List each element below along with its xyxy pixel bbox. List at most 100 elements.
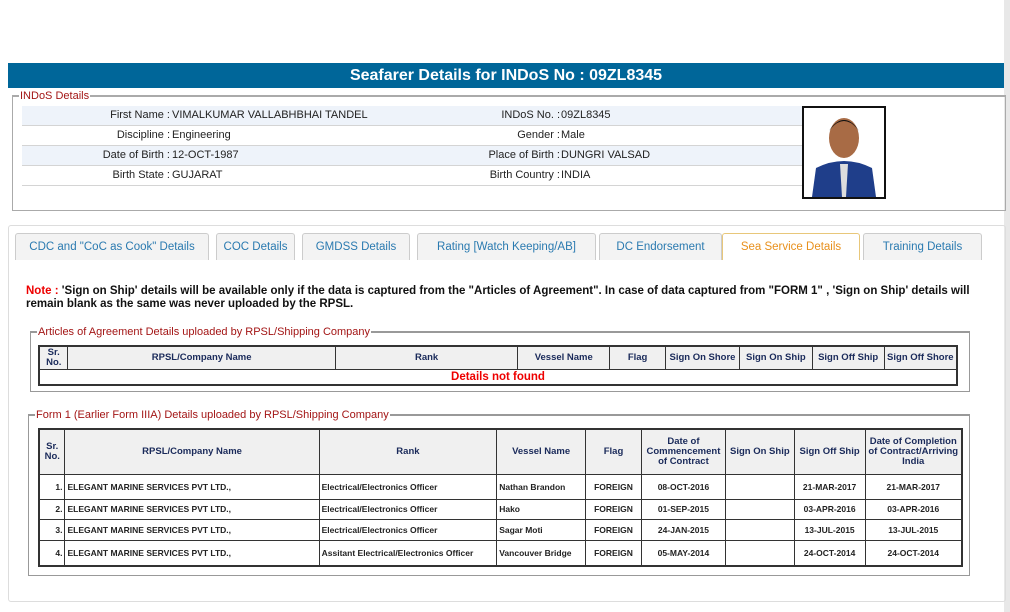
- field-label: Gender :: [517, 129, 560, 141]
- table-cell: Nathan Brandon: [496, 473, 587, 500]
- column-header: Sign Off Ship: [793, 428, 866, 475]
- column-header: Sign Off Ship: [811, 345, 885, 370]
- column-header: Vessel Name: [496, 428, 587, 475]
- field-label: Birth State :: [112, 169, 170, 181]
- table-row: 3. ELEGANT MARINE SERVICES PVT LTD., Elect…: [38, 518, 963, 541]
- field-value: Male: [561, 129, 585, 141]
- section-legend: Form 1 (Earlier Form IIIA) Details uploa…: [36, 409, 389, 421]
- note-text: Note : 'Sign on Ship' details will be av…: [26, 285, 976, 311]
- section-legend: INDoS Details: [20, 90, 90, 102]
- table-cell: 13-JUL-2015: [864, 518, 963, 541]
- empty-message: Details not found: [38, 368, 958, 386]
- field-value: VIMALKUMAR VALLABHBHAI TANDEL: [172, 109, 368, 121]
- table-cell: ELEGANT MARINE SERVICES PVT LTD.,: [64, 498, 320, 520]
- page-title: Seafarer Details for INDoS No : 09ZL8345: [8, 63, 1004, 88]
- note-label: Note :: [26, 285, 59, 297]
- column-header: Sign On Ship: [738, 345, 813, 370]
- field-label: Date of Birth :: [102, 149, 170, 161]
- table-row: 4. ELEGANT MARINE SERVICES PVT LTD., Assit…: [38, 539, 963, 567]
- table-cell: [724, 498, 795, 520]
- field-label: Birth Country :: [489, 169, 560, 181]
- table-cell: FOREIGN: [585, 473, 642, 500]
- column-header: Date of Commencement of Contract: [640, 428, 726, 475]
- column-header: Sign On Ship: [724, 428, 795, 475]
- tab-cdc-and-coc-as-cook-details[interactable]: CDC and "CoC as Cook" Details: [15, 233, 209, 260]
- column-header: Sign Off Shore: [883, 345, 958, 370]
- column-header: Sr. No.: [38, 428, 66, 475]
- table-cell: ELEGANT MARINE SERVICES PVT LTD.,: [64, 539, 320, 567]
- table-cell: 4.: [38, 539, 66, 567]
- table-row: 2. ELEGANT MARINE SERVICES PVT LTD., Elect…: [38, 498, 963, 520]
- field-value: INDIA: [561, 169, 591, 181]
- table-cell: Assitant Electrical/Electronics Officer: [318, 539, 498, 567]
- table-cell: FOREIGN: [585, 539, 642, 567]
- note-body: 'Sign on Ship' details will be available…: [26, 285, 970, 310]
- table-cell: 24-JAN-2015: [640, 518, 726, 541]
- tab-coc-details[interactable]: COC Details: [216, 233, 295, 260]
- table-cell: 21-MAR-2017: [793, 473, 866, 500]
- column-header: Rank: [318, 428, 498, 475]
- table-cell: 13-JUL-2015: [793, 518, 866, 541]
- section-legend: Articles of Agreement Details uploaded b…: [38, 326, 371, 338]
- table-cell: 24-OCT-2014: [793, 539, 866, 567]
- field-value: GUJARAT: [172, 169, 223, 181]
- indos-row: Date of Birth :12-OCT-1987 Place of Birth…: [22, 146, 802, 166]
- column-header: Rank: [334, 345, 519, 370]
- indos-row: Discipline : Engineering Gender : Male: [22, 126, 802, 146]
- table-cell: 08-OCT-2016: [640, 473, 726, 500]
- indos-row: First Name : VIMALKUMAR VALLABHBHAI TANDE…: [22, 106, 802, 126]
- table-cell: [724, 518, 795, 541]
- column-header: Sign On Shore: [665, 345, 740, 370]
- table-cell: Sagar Moti: [496, 518, 587, 541]
- column-header: Flag: [585, 428, 642, 475]
- articles-table: Sr. No. RPSL/Company Name Rank Vessel Name F…: [38, 345, 958, 386]
- table-cell: 2.: [38, 498, 66, 520]
- column-header: Date of Completion of Contract/Arriving …: [864, 428, 963, 475]
- table-cell: 1.: [38, 473, 66, 500]
- column-header: RPSL/Company Name: [67, 345, 336, 370]
- field-value: Engineering: [172, 129, 231, 141]
- table-cell: Vancouver Bridge: [496, 539, 587, 567]
- field-value: 12-OCT-1987: [172, 149, 239, 161]
- table-cell: 03-APR-2016: [864, 498, 963, 520]
- table-cell: ELEGANT MARINE SERVICES PVT LTD.,: [64, 518, 320, 541]
- table-cell: ELEGANT MARINE SERVICES PVT LTD.,: [64, 473, 320, 500]
- column-header: Sr. No.: [38, 345, 69, 370]
- table-cell: 24-OCT-2014: [864, 539, 963, 567]
- table-row: 1. ELEGANT MARINE SERVICES PVT LTD., Elect…: [38, 473, 963, 500]
- table-cell: 05-MAY-2014: [640, 539, 726, 567]
- field-label: Discipline :: [116, 129, 170, 141]
- seafarer-photo: [802, 106, 886, 199]
- table-cell: FOREIGN: [585, 518, 642, 541]
- scrollbar[interactable]: [1004, 0, 1010, 612]
- tab-dc-endorsement[interactable]: DC Endorsement: [599, 233, 722, 260]
- tab-rating-watch-keeping-ab[interactable]: Rating [Watch Keeping/AB]: [417, 233, 596, 260]
- details-panel: [8, 225, 1006, 602]
- field-value: DUNGRI VALSAD: [561, 149, 651, 161]
- column-header: RPSL/Company Name: [64, 428, 320, 475]
- table-cell: Electrical/Electronics Officer: [318, 518, 498, 541]
- table-cell: Electrical/Electronics Officer: [318, 498, 498, 520]
- table-cell: [724, 539, 795, 567]
- tab-sea-service-details[interactable]: Sea Service Details: [722, 233, 860, 260]
- form1-section: Form 1 (Earlier Form IIIA) Details uploa…: [28, 409, 970, 576]
- field-label: Place of Birth :: [488, 149, 560, 161]
- form1-table: Sr. No. RPSL/Company Name Rank Vessel Name F…: [38, 428, 963, 567]
- table-cell: 01-SEP-2015: [640, 498, 726, 520]
- tab-training-details[interactable]: Training Details: [863, 233, 982, 260]
- table-cell: 03-APR-2016: [793, 498, 866, 520]
- column-header: Vessel Name: [517, 345, 611, 370]
- indos-details-section: INDoS Details: [12, 90, 1006, 211]
- field-label: INDoS No. :: [501, 109, 560, 121]
- field-label: First Name :: [110, 109, 170, 121]
- table-cell: [724, 473, 795, 500]
- indos-row: Birth State : GUJARAT Birth Country : INDIA: [22, 166, 802, 186]
- table-cell: 3.: [38, 518, 66, 541]
- tab-gmdss-details[interactable]: GMDSS Details: [302, 233, 410, 260]
- field-value: 09ZL8345: [561, 109, 611, 121]
- table-cell: FOREIGN: [585, 498, 642, 520]
- table-cell: Hako: [496, 498, 587, 520]
- table-cell: 21-MAR-2017: [864, 473, 963, 500]
- articles-section: Articles of Agreement Details uploaded b…: [30, 326, 970, 392]
- table-cell: Electrical/Electronics Officer: [318, 473, 498, 500]
